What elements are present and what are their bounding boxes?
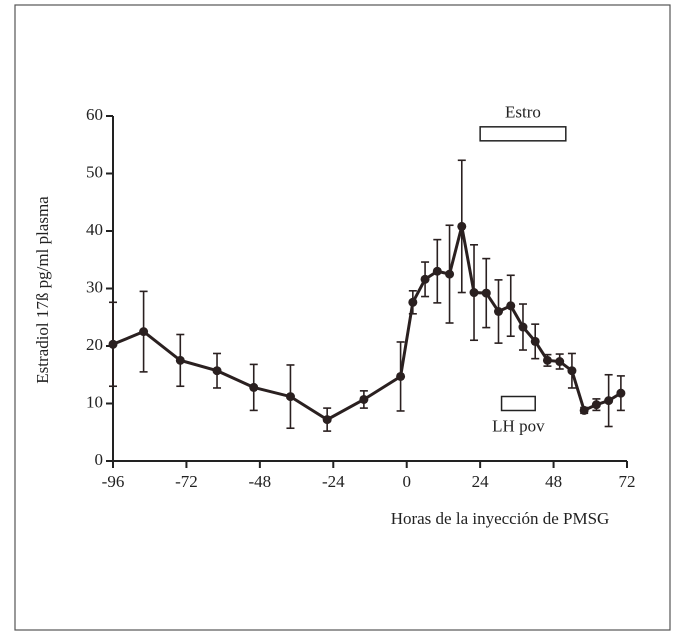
x-tick-label: -24 (322, 472, 345, 491)
frame (14, 4, 671, 631)
x-tick-label: 72 (619, 472, 636, 491)
y-tick-label: 0 (95, 450, 104, 469)
x-tick-label: 0 (402, 472, 411, 491)
data-point (530, 336, 540, 346)
data-point (285, 392, 295, 402)
y-tick-label: 50 (86, 162, 103, 181)
data-point (494, 307, 503, 316)
data-point (481, 288, 491, 298)
data-point (139, 327, 149, 337)
y-tick-label: 60 (86, 105, 103, 124)
data-point (518, 322, 528, 332)
y-axis-label: Estradiol 17ß pg/ml plasma (33, 196, 52, 384)
data-point (469, 288, 479, 298)
annotation-box (479, 126, 567, 142)
data-point (506, 301, 516, 311)
y-tick-label: 20 (86, 335, 103, 354)
data-point (212, 366, 222, 376)
data-point (420, 274, 430, 284)
data-point (408, 297, 418, 307)
data-point (359, 394, 369, 404)
x-tick-label: 48 (545, 472, 562, 491)
data-point (591, 400, 601, 410)
data-point (604, 396, 614, 406)
data-point (322, 415, 332, 425)
data-point (432, 266, 442, 276)
x-tick-label: -48 (249, 472, 272, 491)
annotation-label: LH pov (492, 416, 545, 435)
data-point (457, 221, 467, 231)
data-point (396, 371, 406, 381)
data-point (249, 382, 259, 392)
data-point (616, 388, 626, 398)
data-point (579, 405, 589, 415)
data-point (445, 269, 455, 279)
annotation-box (500, 395, 536, 412)
y-tick-label: 40 (86, 220, 103, 239)
data-point (175, 355, 185, 365)
x-tick-label: 24 (472, 472, 490, 491)
data-point (567, 366, 577, 376)
x-tick-label: -96 (102, 472, 125, 491)
data-point (555, 357, 565, 367)
data-point (542, 355, 552, 365)
x-axis-label: Horas de la inyección de PMSG (391, 509, 610, 528)
y-tick-label: 30 (86, 277, 103, 296)
x-tick-label: -72 (175, 472, 198, 491)
y-tick-label: 10 (86, 392, 103, 411)
data-point (108, 339, 118, 349)
annotation-label: Estro (505, 103, 541, 122)
